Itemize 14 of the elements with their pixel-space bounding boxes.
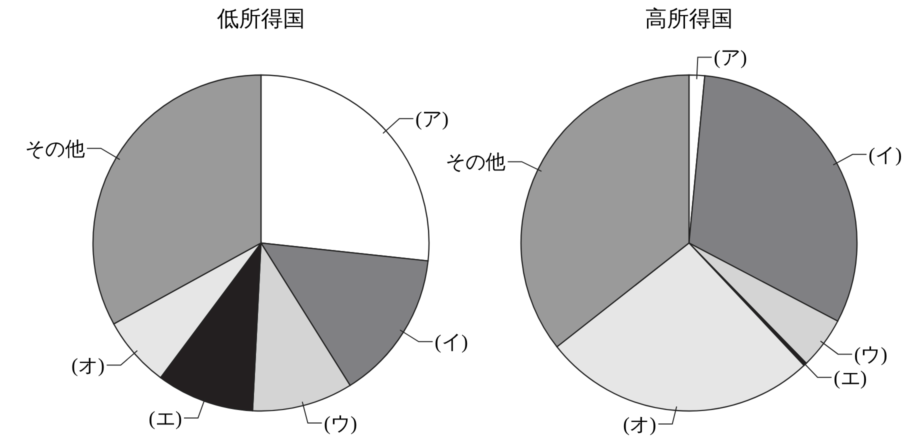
slice-label: (オ)	[71, 355, 105, 378]
slice-label: (エ)	[834, 367, 867, 390]
slice-label: その他	[24, 138, 85, 160]
slice-label: (ウ)	[854, 344, 888, 366]
slice-label: (イ)	[868, 144, 902, 166]
slice-label: (エ)	[148, 408, 182, 430]
slice-label: その他	[446, 152, 506, 174]
chart-title: 低所得国	[217, 6, 305, 31]
slice-label: (ウ)	[324, 413, 358, 436]
chart-title: 高所得国	[645, 6, 733, 31]
slice-label: (ア)	[415, 108, 449, 131]
slice-label: (オ)	[622, 414, 656, 436]
slice-label: (イ)	[434, 332, 468, 354]
slice-label: (ア)	[714, 47, 748, 70]
